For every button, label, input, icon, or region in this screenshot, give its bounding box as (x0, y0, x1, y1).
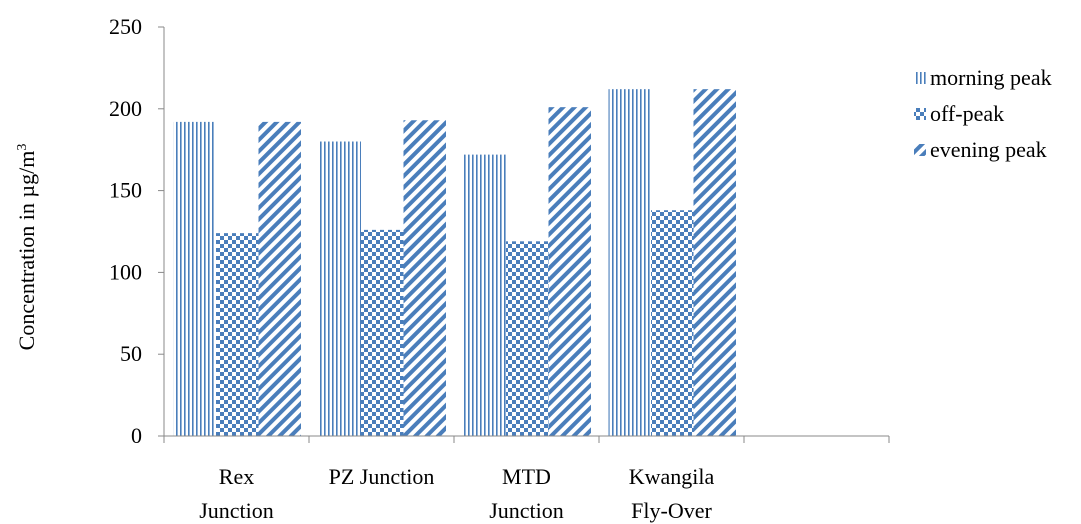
legend-swatch (914, 108, 926, 120)
category-label: Rex (219, 464, 254, 489)
category-label: Kwangila (629, 464, 715, 489)
y-tick-label: 150 (109, 178, 142, 203)
y-axis-label: Concentration in µg/m3 (14, 144, 39, 351)
category-label: Junction (199, 498, 274, 523)
bar-evening-peak-1 (403, 120, 446, 436)
y-tick-label: 250 (109, 14, 142, 39)
legend: morning peak off-peak evening peak (914, 65, 1052, 162)
bar-evening-peak-0 (258, 121, 301, 436)
legend-swatch (914, 144, 926, 156)
axes (163, 27, 890, 443)
y-axis-ticks: 0 50 100 150 200 250 (109, 14, 164, 448)
bar-evening-peak-2 (548, 107, 591, 436)
legend-label: evening peak (930, 137, 1047, 162)
bars (173, 89, 736, 436)
y-tick-label: 0 (131, 423, 142, 448)
category-label: Junction (489, 498, 564, 523)
legend-label: off-peak (930, 101, 1004, 126)
bar-evening-peak-3 (693, 89, 736, 436)
bar-morning-peak-2 (463, 154, 506, 436)
category-label: MTD (502, 464, 551, 489)
category-label: Fly-Over (631, 498, 712, 523)
y-axis-label-superscript: 3 (15, 144, 30, 151)
y-tick-label: 100 (109, 259, 142, 284)
bar-morning-peak-3 (608, 89, 651, 436)
bar-morning-peak-1 (318, 141, 361, 436)
x-axis-category-labels: Rex Junction PZ Junction MTD Junction Kwangil… (199, 464, 714, 523)
bar-morning-peak-0 (173, 121, 216, 436)
bar-off-peak-2 (506, 241, 549, 436)
y-tick-label: 200 (109, 96, 142, 121)
bar-off-peak-0 (216, 233, 259, 436)
legend-swatch (914, 72, 926, 84)
y-tick-label: 50 (120, 341, 142, 366)
y-axis-label-text: Concentration in µg/m (14, 151, 39, 351)
svg-text:Concentration in µg/m3: Concentration in µg/m3 (14, 144, 39, 351)
bar-off-peak-1 (361, 229, 404, 436)
category-label: PZ Junction (329, 464, 435, 489)
legend-label: morning peak (930, 65, 1052, 90)
bar-off-peak-3 (651, 210, 694, 436)
